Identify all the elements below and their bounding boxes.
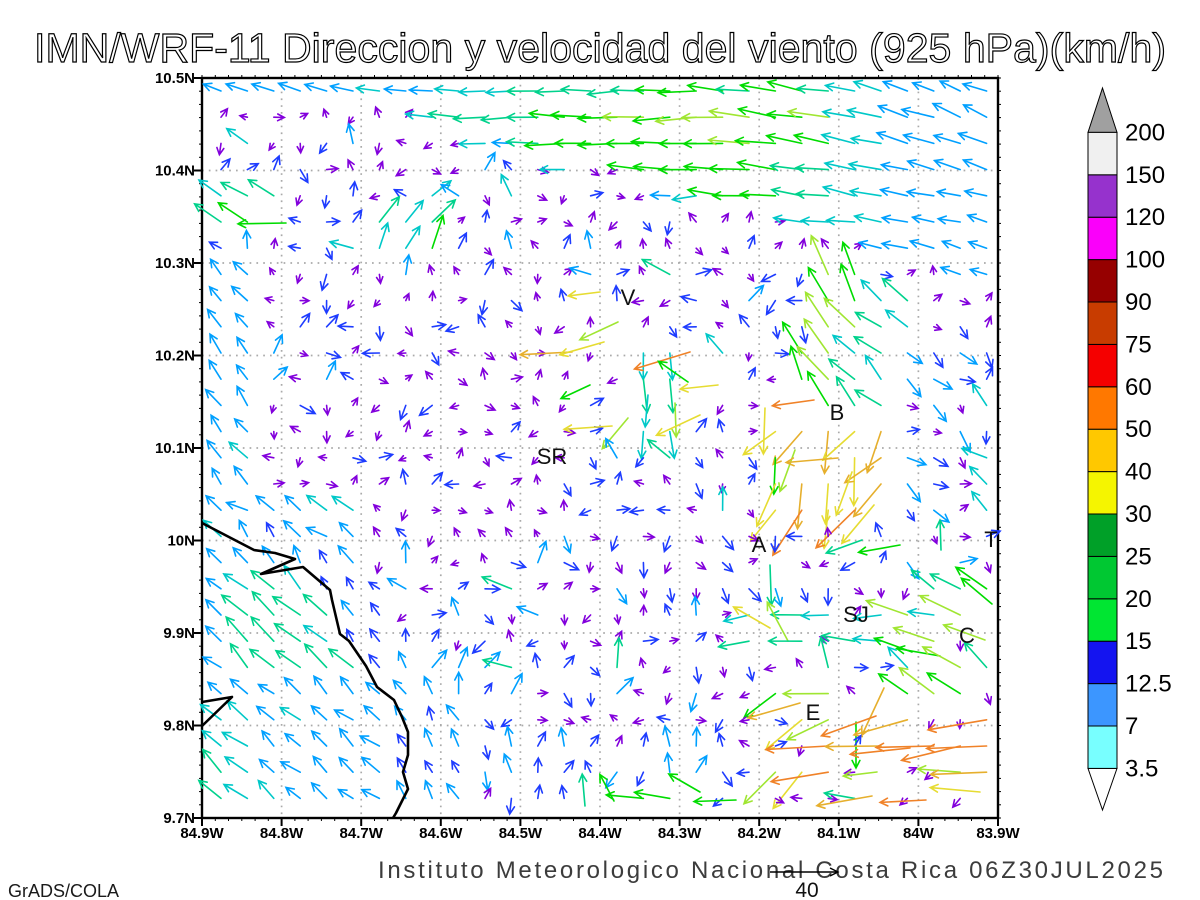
svg-text:9.9N: 9.9N [163,625,195,642]
svg-text:12.5: 12.5 [1125,671,1172,698]
svg-text:84.7W: 84.7W [340,825,384,842]
svg-text:10N: 10N [167,533,195,550]
svg-text:84.2W: 84.2W [738,825,782,842]
svg-text:SJ: SJ [843,602,869,627]
svg-text:84.8W: 84.8W [260,825,304,842]
svg-text:10.1N: 10.1N [155,440,195,457]
svg-text:V: V [621,285,636,310]
svg-text:200: 200 [1125,119,1165,146]
svg-text:3.5: 3.5 [1125,755,1158,782]
svg-text:Instituto Meteorologico Nacion: Instituto Meteorologico Nacional Costa R… [378,857,1163,884]
svg-text:B: B [830,400,845,425]
svg-text:40: 40 [1125,459,1152,486]
svg-text:7: 7 [1125,713,1138,740]
svg-text:120: 120 [1125,204,1165,231]
svg-text:9.7N: 9.7N [163,810,195,827]
svg-text:GrADS/COLA: GrADS/COLA [8,881,119,900]
svg-text:100: 100 [1125,247,1165,274]
svg-text:84.4W: 84.4W [578,825,622,842]
svg-text:84.1W: 84.1W [817,825,861,842]
svg-text:30: 30 [1125,501,1152,528]
svg-text:84.3W: 84.3W [658,825,702,842]
svg-text:84.5W: 84.5W [499,825,543,842]
svg-text:60: 60 [1125,374,1152,401]
svg-text:SR: SR [537,444,568,469]
svg-text:84W: 84W [903,825,935,842]
svg-text:T: T [984,527,997,552]
svg-text:84.9W: 84.9W [180,825,224,842]
svg-text:90: 90 [1125,289,1152,316]
svg-text:50: 50 [1125,416,1152,443]
svg-text:83.9W: 83.9W [976,825,1020,842]
svg-text:A: A [752,532,767,557]
svg-text:75: 75 [1125,331,1152,358]
svg-text:10.3N: 10.3N [155,255,195,272]
svg-text:10.2N: 10.2N [155,348,195,365]
svg-text:84.6W: 84.6W [419,825,463,842]
svg-text:10.5N: 10.5N [155,70,195,87]
svg-text:150: 150 [1125,162,1165,189]
svg-text:C: C [959,623,975,648]
svg-text:E: E [806,700,821,725]
svg-text:9.8N: 9.8N [163,718,195,735]
svg-text:40: 40 [795,879,818,900]
svg-text:20: 20 [1125,586,1152,613]
svg-text:25: 25 [1125,543,1152,570]
svg-text:15: 15 [1125,628,1152,655]
svg-text:IMN/WRF-11 Direccion y velocid: IMN/WRF-11 Direccion y velocidad del vie… [34,25,1166,71]
svg-text:10.4N: 10.4N [155,163,195,180]
